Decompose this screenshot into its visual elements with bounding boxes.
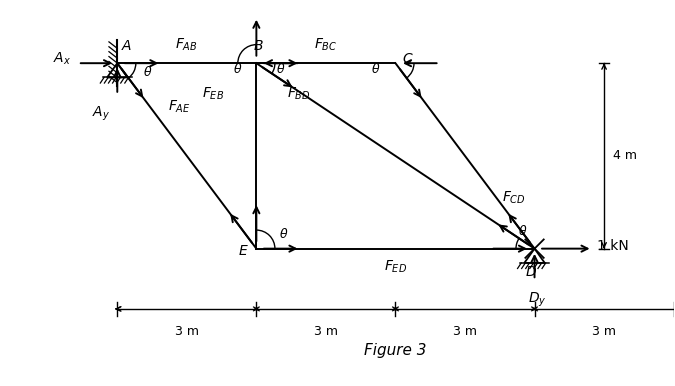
Text: $E$: $E$ xyxy=(238,244,249,258)
Text: $F_{AB}$: $F_{AB}$ xyxy=(176,37,198,53)
Text: $F_{EB}$: $F_{EB}$ xyxy=(202,85,224,102)
Text: 3 m: 3 m xyxy=(314,325,338,338)
Text: $\theta$: $\theta$ xyxy=(279,227,288,241)
Text: 1 kN: 1 kN xyxy=(597,239,629,253)
Text: $F_{BD}$: $F_{BD}$ xyxy=(286,85,310,102)
Text: $C$: $C$ xyxy=(402,52,414,66)
Text: $\theta$: $\theta$ xyxy=(518,224,528,238)
Text: $F_{AE}$: $F_{AE}$ xyxy=(168,99,191,115)
Text: $F_{ED}$: $F_{ED}$ xyxy=(384,259,407,275)
Text: $\theta$: $\theta$ xyxy=(233,63,242,76)
Text: 3 m: 3 m xyxy=(453,325,477,338)
Text: $A$: $A$ xyxy=(121,39,132,53)
Text: Figure 3: Figure 3 xyxy=(364,343,427,358)
Text: $\theta$: $\theta$ xyxy=(143,65,152,79)
Text: $F_{BC}$: $F_{BC}$ xyxy=(314,37,338,53)
Text: $D$: $D$ xyxy=(525,265,537,279)
Text: $F_{CD}$: $F_{CD}$ xyxy=(502,190,526,206)
Text: $A_x$: $A_x$ xyxy=(53,50,71,67)
Text: $D_y$: $D_y$ xyxy=(528,290,546,309)
Text: $B$: $B$ xyxy=(253,39,264,53)
Text: 4 m: 4 m xyxy=(614,149,637,163)
Text: 3 m: 3 m xyxy=(175,325,199,338)
Text: $\theta$: $\theta$ xyxy=(371,63,381,76)
Text: $\theta$: $\theta$ xyxy=(276,63,286,76)
Text: $A_y$: $A_y$ xyxy=(92,105,110,123)
Text: 3 m: 3 m xyxy=(592,325,616,338)
